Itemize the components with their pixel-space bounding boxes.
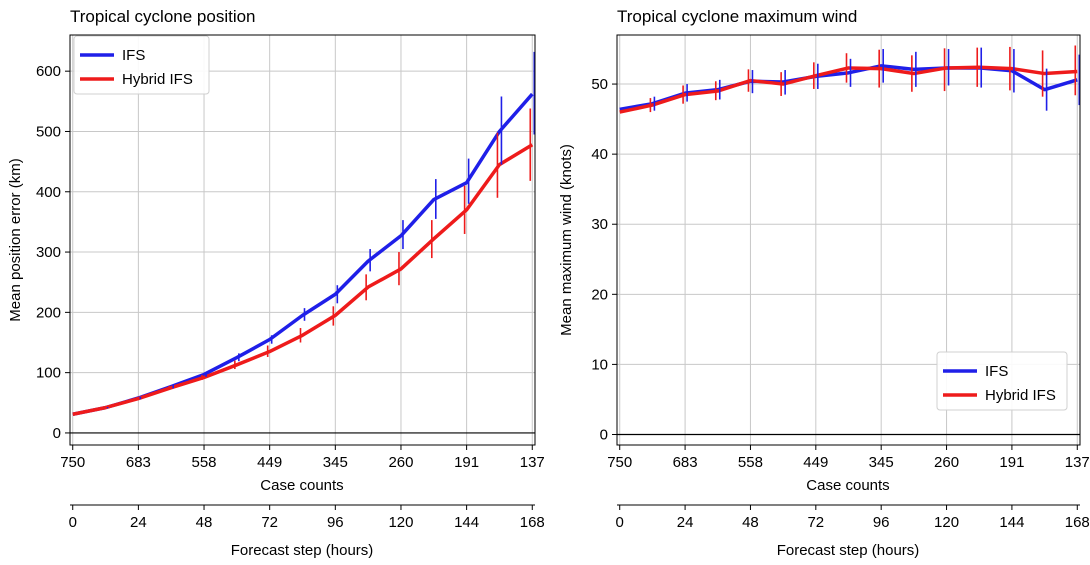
y-tick-label: 600	[36, 63, 61, 80]
case-count-axis: 750 683 558 449 345 260 191 137	[60, 445, 545, 471]
y-tick-label: 200	[36, 304, 61, 321]
y-axis-label: Mean position error (km)	[7, 158, 24, 321]
forecast-step-tick-label: 24	[677, 514, 694, 531]
case-count-axis: 750 683 558 449 345 260 191 137	[607, 445, 1090, 471]
forecast-step-tick-label: 168	[520, 514, 545, 531]
y-tick-label: 500	[36, 123, 61, 140]
forecast-step-tick-label: 0	[69, 514, 77, 531]
forecast-step-tick-label: 48	[196, 514, 213, 531]
legend-label: Hybrid IFS	[985, 387, 1056, 404]
y-axis-label: Mean maximum wind (knots)	[558, 144, 575, 336]
legend-label: Hybrid IFS	[122, 71, 193, 88]
legend: IFS Hybrid IFS	[73, 35, 210, 95]
y-tick-label: 10	[591, 356, 608, 373]
y-tick-label: 20	[591, 286, 608, 303]
chart-title: Tropical cyclone position	[70, 7, 256, 26]
case-count-tick-label: 191	[999, 454, 1024, 471]
legend-label: IFS	[985, 363, 1008, 380]
y-tick-label: 40	[591, 146, 608, 163]
case-count-tick-label: 683	[126, 454, 151, 471]
series-line-ifs	[72, 92, 534, 416]
y-axis: 0 100 200 300 400 500 600	[36, 63, 70, 442]
case-count-tick-label: 449	[257, 454, 282, 471]
case-count-tick-label: 260	[388, 454, 413, 471]
plot-frame	[69, 34, 536, 446]
forecast-step-label: Forecast step (hours)	[777, 542, 920, 559]
forecast-step-tick-label: 144	[454, 514, 479, 531]
case-counts-label: Case counts	[260, 477, 343, 494]
forecast-step-tick-label: 24	[130, 514, 147, 531]
plot-frame	[616, 34, 1081, 446]
case-count-tick-label: 137	[1065, 454, 1090, 471]
series-layer	[619, 45, 1081, 114]
maximum-wind-panel: Tropical cyclone maximum wind 0 10 20 30 40 5…	[558, 7, 1090, 559]
forecast-step-tick-label: 120	[934, 514, 959, 531]
case-count-tick-label: 191	[454, 454, 479, 471]
grid-lines	[70, 35, 535, 445]
forecast-step-tick-label: 168	[1065, 514, 1090, 531]
y-axis: 0 10 20 30 40 50	[591, 76, 617, 443]
y-tick-label: 300	[36, 244, 61, 261]
chart-title: Tropical cyclone maximum wind	[617, 7, 857, 26]
case-count-tick-label: 260	[934, 454, 959, 471]
y-tick-label: 0	[53, 425, 61, 442]
series-layer	[72, 51, 536, 416]
forecast-step-axis: 0 24 48 72 96 120 144 168	[616, 504, 1090, 531]
case-counts-label: Case counts	[806, 477, 889, 494]
case-count-tick-label: 558	[192, 454, 217, 471]
series-line-ifs	[619, 64, 1078, 112]
forecast-step-axis: 0 24 48 72 96 120 144 168	[69, 504, 545, 531]
case-count-tick-label: 137	[520, 454, 545, 471]
forecast-step-tick-label: 96	[873, 514, 890, 531]
forecast-step-tick-label: 72	[261, 514, 278, 531]
y-tick-label: 0	[600, 426, 608, 443]
case-count-tick-label: 345	[869, 454, 894, 471]
legend: IFS Hybrid IFS	[936, 351, 1068, 411]
case-count-tick-label: 345	[323, 454, 348, 471]
case-count-tick-label: 558	[738, 454, 763, 471]
forecast-step-tick-label: 0	[616, 514, 624, 531]
y-tick-label: 400	[36, 184, 61, 201]
case-count-tick-label: 683	[673, 454, 698, 471]
series-line-hybrid-ifs	[619, 65, 1078, 114]
forecast-step-tick-label: 48	[742, 514, 759, 531]
case-count-tick-label: 449	[803, 454, 828, 471]
legend-label: IFS	[122, 47, 145, 64]
forecast-step-tick-label: 120	[388, 514, 413, 531]
forecast-step-tick-label: 96	[327, 514, 344, 531]
series-line-hybrid-ifs	[72, 143, 534, 416]
forecast-step-tick-label: 72	[807, 514, 824, 531]
y-tick-label: 50	[591, 76, 608, 93]
case-count-tick-label: 750	[607, 454, 632, 471]
y-tick-label: 30	[591, 216, 608, 233]
y-tick-label: 100	[36, 365, 61, 382]
position-error-panel: Tropical cyclone position 0 100 200 300 400 5…	[7, 7, 545, 559]
forecast-step-label: Forecast step (hours)	[231, 542, 374, 559]
case-count-tick-label: 750	[60, 454, 85, 471]
forecast-step-tick-label: 144	[999, 514, 1024, 531]
